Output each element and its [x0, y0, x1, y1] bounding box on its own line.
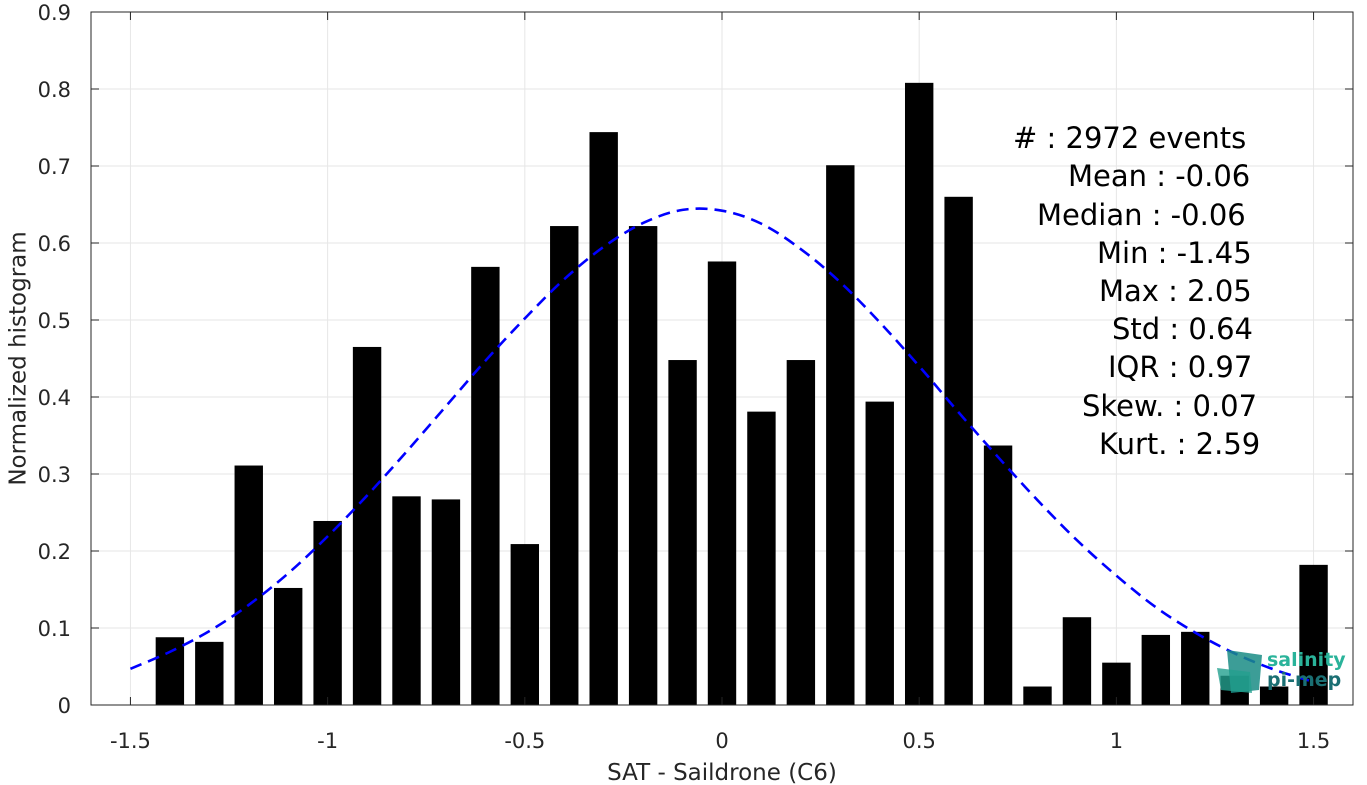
stat-line: Min : -1.45 — [1097, 236, 1252, 270]
histogram-bar — [983, 445, 1013, 705]
logo-text-pimep: pi-mep — [1267, 669, 1341, 691]
histogram-bar — [550, 226, 579, 705]
x-tick-label: 1.5 — [1297, 729, 1330, 753]
x-tick-label: -1 — [317, 729, 338, 753]
stats-box: # : 2972 events Mean : -0.06 Median : -0.0… — [1013, 121, 1260, 461]
histogram-bar — [352, 346, 382, 705]
histogram-bar — [1299, 564, 1328, 705]
salinity-pimep-logo: salinity pi-mep — [1217, 649, 1346, 693]
y-axis-label: Normalized histogram — [6, 231, 32, 485]
x-tick-label: 0.5 — [902, 729, 935, 753]
histogram-bar — [747, 411, 776, 705]
histogram-bar — [1181, 631, 1210, 705]
x-tick-label: 0 — [715, 729, 728, 753]
histogram-bar — [392, 496, 421, 705]
histogram-bar — [313, 520, 342, 705]
stat-line: Std : 0.64 — [1112, 312, 1253, 346]
histogram-bar — [707, 261, 737, 705]
logo-text-salinity: salinity — [1267, 649, 1346, 671]
stat-line: Kurt. : 2.59 — [1099, 427, 1260, 461]
histogram-bar — [195, 641, 224, 705]
histogram-bar — [786, 360, 816, 705]
y-tick-label: 0.3 — [38, 463, 71, 487]
histogram-bar — [510, 544, 540, 705]
y-tick-label: 0 — [58, 694, 71, 718]
y-tick-label: 0.1 — [38, 617, 71, 641]
histogram-bar — [1062, 617, 1092, 705]
histogram-bar — [668, 360, 697, 705]
stat-line: Mean : -0.06 — [1068, 159, 1250, 193]
y-axis-ticks: 0 0.1 0.2 0.3 0.4 0.5 0.6 0.7 0.8 0.9 — [38, 1, 1353, 718]
histogram-bar — [904, 82, 934, 706]
histogram-bar — [234, 465, 263, 705]
stat-line: Median : -0.06 — [1037, 198, 1246, 232]
y-tick-label: 0.5 — [38, 309, 71, 333]
stat-line: # : 2972 events — [1013, 121, 1246, 155]
y-tick-label: 0.9 — [38, 1, 71, 25]
histogram-bar — [944, 196, 973, 706]
gaussian-fit-curve — [129, 207, 1314, 684]
y-tick-label: 0.7 — [38, 155, 71, 179]
histogram-bars — [155, 82, 1328, 706]
x-tick-label: -0.5 — [504, 729, 545, 753]
x-tick-label: -1.5 — [110, 729, 151, 753]
histogram-bar — [471, 266, 500, 705]
histogram-bar — [628, 226, 658, 705]
x-axis-ticks: -1.5 -1 -0.5 0 0.5 1 1.5 — [110, 12, 1330, 753]
histogram-bar — [826, 165, 855, 706]
histogram-bar — [1023, 686, 1052, 705]
y-tick-label: 0.4 — [38, 386, 71, 410]
histogram-bar — [589, 132, 618, 705]
y-tick-label: 0.2 — [38, 540, 71, 564]
histogram-bar — [155, 637, 185, 705]
stat-line: IQR : 0.97 — [1108, 350, 1252, 384]
stat-line: Skew. : 0.07 — [1082, 389, 1257, 423]
histogram-bar — [865, 401, 894, 705]
y-tick-label: 0.6 — [38, 232, 71, 256]
x-tick-label: 1 — [1110, 729, 1123, 753]
histogram-bar — [1141, 634, 1171, 705]
stat-line: Max : 2.05 — [1099, 274, 1252, 308]
x-axis-label: SAT - Saildrone (C6) — [607, 760, 837, 785]
logo-mark-icon — [1217, 668, 1252, 693]
histogram-bar — [1259, 686, 1289, 705]
histogram-bar — [273, 587, 303, 705]
y-tick-label: 0.8 — [38, 78, 71, 102]
histogram-bar — [431, 499, 461, 705]
